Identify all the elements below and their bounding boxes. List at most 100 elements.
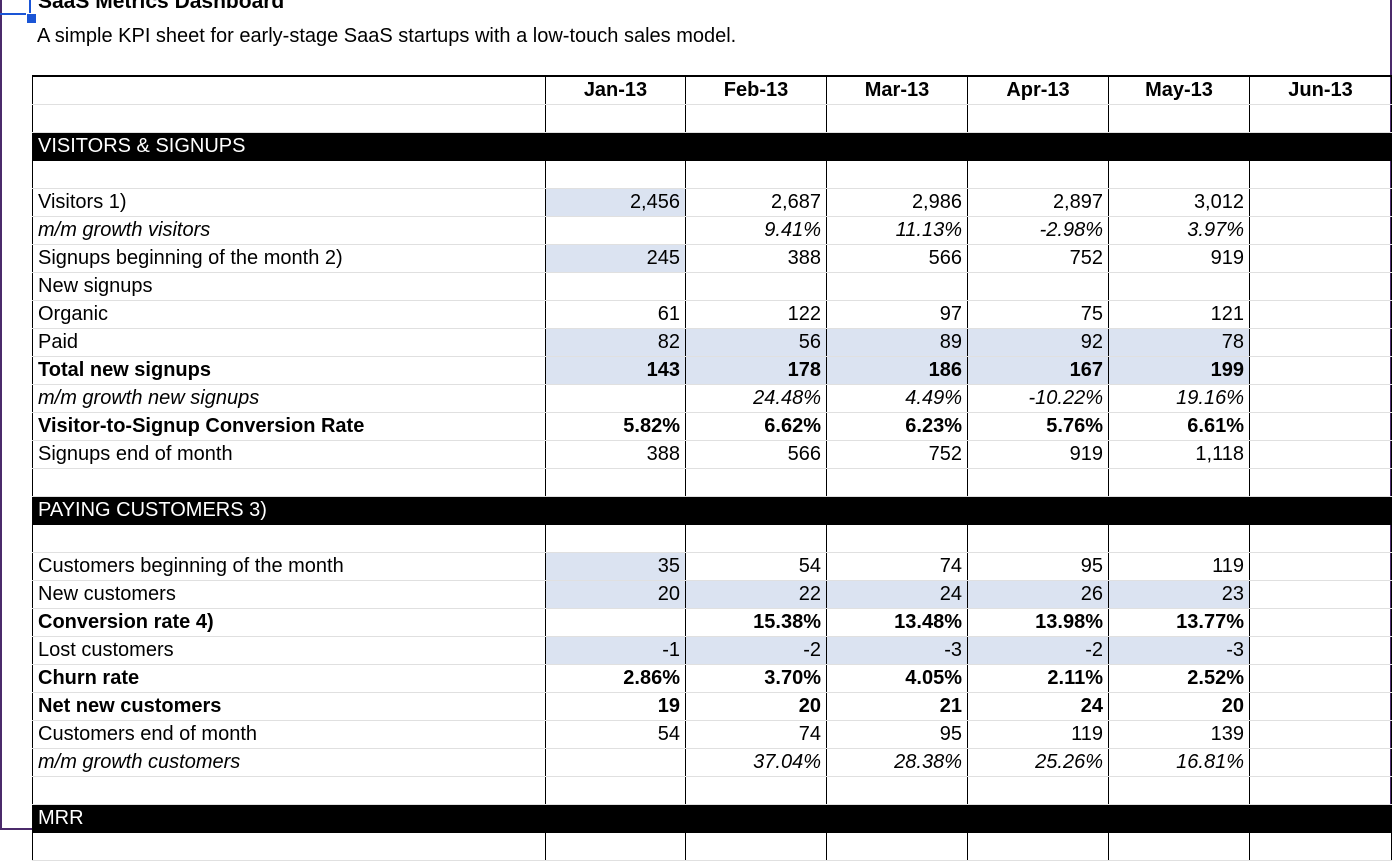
value-cell[interactable]: 23 — [1108, 580, 1250, 609]
value-cell[interactable]: 752 — [967, 244, 1109, 273]
value-cell[interactable]: 2,687 — [685, 188, 827, 217]
value-cell[interactable] — [1249, 692, 1392, 721]
section-fill-cell[interactable] — [1249, 496, 1392, 525]
value-cell[interactable]: 74 — [685, 720, 827, 749]
value-cell[interactable]: 167 — [967, 356, 1109, 385]
row-label[interactable]: Total new signups — [32, 356, 546, 385]
empty-cell[interactable] — [1108, 524, 1250, 553]
value-cell[interactable]: 2.52% — [1108, 664, 1250, 693]
value-cell[interactable]: 119 — [967, 720, 1109, 749]
value-cell[interactable]: 21 — [826, 692, 968, 721]
section-fill-cell[interactable] — [1108, 804, 1250, 833]
empty-cell[interactable] — [1249, 524, 1392, 553]
value-cell[interactable]: 13.77% — [1108, 608, 1250, 637]
row-label[interactable]: Customers end of month — [32, 720, 546, 749]
value-cell[interactable]: 95 — [826, 720, 968, 749]
value-cell[interactable] — [1249, 300, 1392, 329]
value-cell[interactable]: 24 — [967, 692, 1109, 721]
value-cell[interactable]: 119 — [1108, 552, 1250, 581]
value-cell[interactable]: 97 — [826, 300, 968, 329]
value-cell[interactable] — [1108, 272, 1250, 301]
value-cell[interactable]: 122 — [685, 300, 827, 329]
value-cell[interactable]: 75 — [967, 300, 1109, 329]
row-label[interactable]: m/m growth customers — [32, 748, 546, 777]
section-fill-cell[interactable] — [685, 804, 827, 833]
value-cell[interactable]: 919 — [1108, 244, 1250, 273]
empty-cell[interactable] — [1108, 832, 1250, 861]
row-label[interactable]: Visitor-to-Signup Conversion Rate — [32, 412, 546, 441]
value-cell[interactable] — [545, 748, 686, 777]
row-label[interactable]: Lost customers — [32, 636, 546, 665]
empty-cell[interactable] — [826, 160, 968, 189]
section-fill-cell[interactable] — [1249, 132, 1392, 161]
value-cell[interactable]: 9.41% — [685, 216, 827, 245]
value-cell[interactable] — [1249, 720, 1392, 749]
empty-cell[interactable] — [1108, 776, 1250, 805]
value-cell[interactable]: 5.76% — [967, 412, 1109, 441]
value-cell[interactable]: 13.48% — [826, 608, 968, 637]
value-cell[interactable]: 19.16% — [1108, 384, 1250, 413]
value-cell[interactable]: 2,986 — [826, 188, 968, 217]
value-cell[interactable] — [1249, 608, 1392, 637]
value-cell[interactable]: 566 — [826, 244, 968, 273]
value-cell[interactable]: -2.98% — [967, 216, 1109, 245]
value-cell[interactable]: 95 — [967, 552, 1109, 581]
sheet-subtitle[interactable]: A simple KPI sheet for early-stage SaaS … — [37, 25, 737, 47]
value-cell[interactable]: 139 — [1108, 720, 1250, 749]
row-label[interactable]: New customers — [32, 580, 546, 609]
header-corner-cell[interactable] — [32, 75, 546, 105]
value-cell[interactable]: 4.49% — [826, 384, 968, 413]
section-fill-cell[interactable] — [545, 132, 686, 161]
value-cell[interactable] — [1249, 356, 1392, 385]
value-cell[interactable]: 199 — [1108, 356, 1250, 385]
empty-cell[interactable] — [826, 524, 968, 553]
value-cell[interactable]: 919 — [967, 440, 1109, 469]
empty-cell[interactable] — [1249, 832, 1392, 861]
value-cell[interactable]: 3.70% — [685, 664, 827, 693]
value-cell[interactable]: 143 — [545, 356, 686, 385]
empty-cell[interactable] — [545, 104, 686, 133]
row-label[interactable]: Signups end of month — [32, 440, 546, 469]
value-cell[interactable]: 24 — [826, 580, 968, 609]
value-cell[interactable]: 74 — [826, 552, 968, 581]
empty-cell[interactable] — [685, 776, 827, 805]
value-cell[interactable] — [1249, 580, 1392, 609]
value-cell[interactable]: -3 — [826, 636, 968, 665]
empty-cell[interactable] — [1249, 160, 1392, 189]
value-cell[interactable]: 92 — [967, 328, 1109, 357]
value-cell[interactable]: 178 — [685, 356, 827, 385]
value-cell[interactable]: -2 — [967, 636, 1109, 665]
section-fill-cell[interactable] — [545, 496, 686, 525]
value-cell[interactable]: 54 — [685, 552, 827, 581]
section-fill-cell[interactable] — [967, 804, 1109, 833]
empty-cell[interactable] — [1108, 104, 1250, 133]
section-fill-cell[interactable] — [967, 496, 1109, 525]
value-cell[interactable] — [967, 272, 1109, 301]
section-title[interactable]: MRR — [32, 804, 546, 833]
column-header-feb-13[interactable]: Feb-13 — [685, 75, 827, 105]
value-cell[interactable]: -3 — [1108, 636, 1250, 665]
section-fill-cell[interactable] — [1108, 496, 1250, 525]
empty-cell[interactable] — [545, 776, 686, 805]
value-cell[interactable]: 13.98% — [967, 608, 1109, 637]
section-fill-cell[interactable] — [685, 496, 827, 525]
value-cell[interactable]: 78 — [1108, 328, 1250, 357]
value-cell[interactable] — [1249, 188, 1392, 217]
value-cell[interactable]: -2 — [685, 636, 827, 665]
value-cell[interactable]: 6.62% — [685, 412, 827, 441]
empty-cell[interactable] — [545, 468, 686, 497]
empty-cell[interactable] — [826, 776, 968, 805]
value-cell[interactable]: 28.38% — [826, 748, 968, 777]
value-cell[interactable]: 4.05% — [826, 664, 968, 693]
value-cell[interactable] — [545, 608, 686, 637]
empty-cell[interactable] — [685, 104, 827, 133]
value-cell[interactable]: 15.38% — [685, 608, 827, 637]
section-fill-cell[interactable] — [826, 804, 968, 833]
value-cell[interactable]: 19 — [545, 692, 686, 721]
selection-handle[interactable] — [26, 13, 37, 24]
row-label[interactable]: Signups beginning of the month 2) — [32, 244, 546, 273]
row-label[interactable]: Visitors 1) — [32, 188, 546, 217]
value-cell[interactable]: -10.22% — [967, 384, 1109, 413]
section-fill-cell[interactable] — [826, 132, 968, 161]
value-cell[interactable]: 6.61% — [1108, 412, 1250, 441]
